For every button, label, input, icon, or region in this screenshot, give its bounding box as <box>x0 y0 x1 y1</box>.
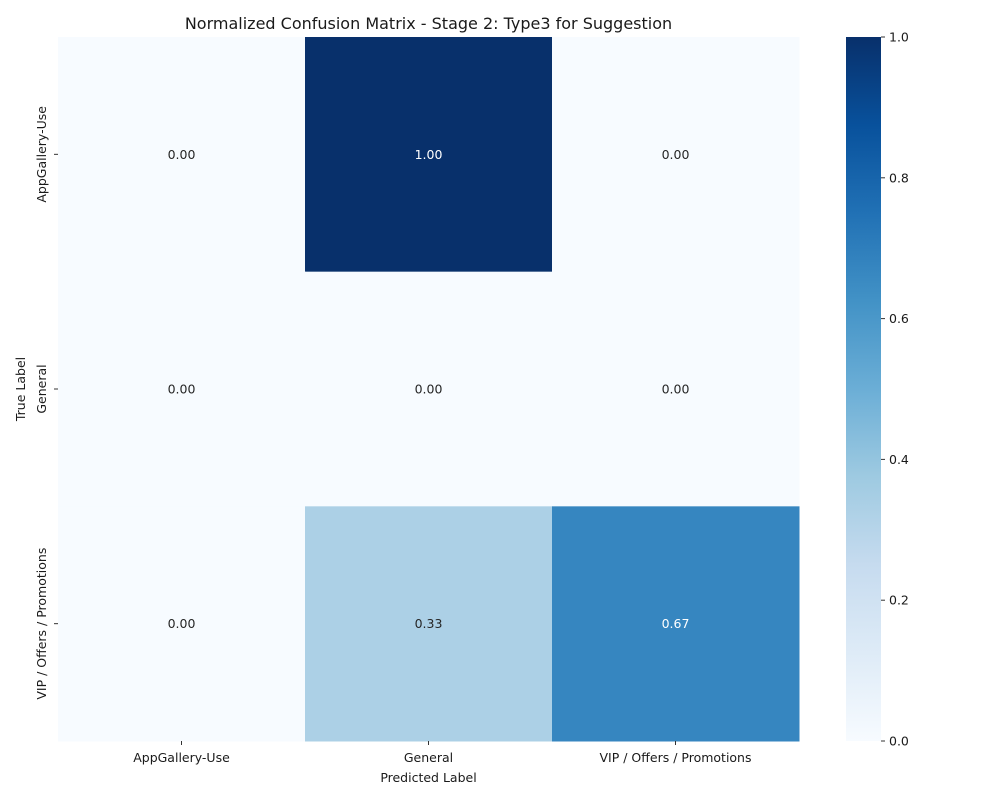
colorbar <box>846 37 881 741</box>
cell-value-label: 0.00 <box>662 147 690 162</box>
cell-value-label: 0.00 <box>168 147 196 162</box>
cell-value-label: 0.33 <box>415 616 443 631</box>
heatmap-cell <box>552 506 800 742</box>
heatmap-cell <box>552 37 800 273</box>
cell-value-label: 0.00 <box>168 616 196 631</box>
cell-value-label: 0.67 <box>662 616 690 631</box>
y-tick-label: General <box>34 364 49 413</box>
cell-value-label: 0.00 <box>662 382 690 397</box>
colorbar-ticks: 0.0 0.2 0.4 0.6 0.8 1.0 <box>881 30 909 749</box>
chart-title: Normalized Confusion Matrix - Stage 2: T… <box>185 14 672 33</box>
y-axis-ticks: AppGallery-Use General VIP / Offers / Prom… <box>34 106 58 700</box>
colorbar-tick-label: 0.2 <box>889 593 909 608</box>
x-tick-label: AppGallery-Use <box>133 750 230 765</box>
colorbar-tick-label: 0.0 <box>889 734 909 749</box>
x-tick-label: VIP / Offers / Promotions <box>600 750 752 765</box>
heatmap-cell <box>552 271 800 507</box>
colorbar-tick-label: 0.4 <box>889 452 909 467</box>
heatmap-cell-labels: 0.00 1.00 0.00 0.00 0.00 0.00 0.00 0.33 0.67 <box>168 147 690 631</box>
heatmap-cell <box>305 271 553 507</box>
x-axis-ticks: AppGallery-Use General VIP / Offers / Prom… <box>133 741 752 765</box>
x-tick-label: General <box>404 750 453 765</box>
x-axis-label: Predicted Label <box>380 770 476 785</box>
cell-value-label: 1.00 <box>415 147 443 162</box>
heatmap-cell <box>58 37 306 273</box>
heatmap-cell <box>58 271 306 507</box>
colorbar-tick-label: 0.6 <box>889 311 909 326</box>
y-tick-label: VIP / Offers / Promotions <box>34 548 49 700</box>
heatmap-cell <box>305 506 553 742</box>
cell-value-label: 0.00 <box>415 382 443 397</box>
y-axis-label: True Label <box>13 357 28 422</box>
heatmap-cell <box>305 37 553 273</box>
y-tick-label: AppGallery-Use <box>34 106 49 203</box>
heatmap-cell <box>58 506 306 742</box>
colorbar-tick-label: 0.8 <box>889 170 909 185</box>
cell-value-label: 0.00 <box>168 382 196 397</box>
colorbar-tick-label: 1.0 <box>889 30 909 45</box>
heatmap-cells <box>58 37 800 742</box>
